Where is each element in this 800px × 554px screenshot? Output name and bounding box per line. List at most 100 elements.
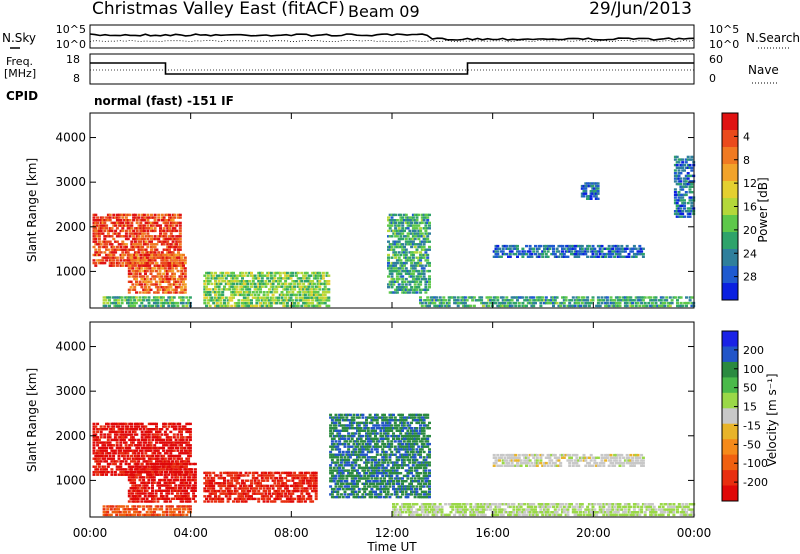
heatmap-cell: [142, 216, 146, 219]
heatmap-cell: [119, 433, 123, 436]
heatmap-cell: [343, 424, 347, 427]
heatmap-cell: [136, 495, 140, 498]
heatmap-cell: [156, 291, 160, 294]
heatmap-cell: [108, 433, 112, 436]
heatmap-cell: [321, 293, 325, 297]
heatmap-cell: [172, 433, 176, 436]
heatmap-cell: [171, 245, 175, 249]
heatmap-cell: [347, 453, 351, 456]
heatmap-cell: [677, 199, 681, 202]
heatmap-cell: [640, 252, 644, 256]
heatmap-cell: [354, 469, 358, 472]
heatmap-cell: [587, 197, 591, 200]
heatmap-cell: [269, 299, 273, 302]
heatmap-cell: [401, 288, 405, 291]
heatmap-cell: [424, 248, 428, 251]
heatmap-cell: [404, 253, 408, 257]
heatmap-cell: [166, 224, 170, 227]
heatmap-cell: [501, 304, 505, 308]
heatmap-cell: [271, 296, 275, 299]
heatmap-cell: [131, 264, 135, 267]
heatmap-cell: [550, 299, 554, 302]
heatmap-cell: [115, 259, 119, 262]
heatmap-cell: [460, 299, 464, 302]
heatmap-cell: [230, 489, 234, 493]
heatmap-cell: [577, 301, 581, 305]
heatmap-cell: [399, 288, 403, 291]
heatmap-cell: [426, 296, 430, 299]
heatmap-cell: [248, 280, 252, 283]
heatmap-cell: [338, 450, 342, 454]
heatmap-cell: [534, 299, 537, 302]
heatmap-cell: [679, 212, 683, 216]
heatmap-cell: [112, 438, 116, 442]
heatmap-cell: [593, 250, 597, 253]
heatmap-cell: [101, 428, 105, 431]
heatmap-cell: [169, 446, 173, 450]
heatmap-cell: [420, 269, 424, 273]
heatmap-cell: [146, 229, 150, 233]
heatmap-cell: [121, 433, 125, 436]
heatmap-cell: [262, 302, 266, 305]
heatmap-cell: [548, 301, 552, 305]
heatmap-cell: [235, 489, 239, 493]
heatmap-cell: [94, 465, 98, 468]
heatmap-cell: [394, 245, 398, 249]
heatmap-cell: [345, 413, 349, 417]
heatmap-cell: [214, 271, 217, 275]
heatmap-cell: [205, 291, 208, 294]
heatmap-cell: [318, 285, 322, 288]
heatmap-cell: [296, 495, 300, 498]
heatmap-cell: [137, 452, 141, 455]
heatmap-cell: [175, 235, 179, 238]
heatmap-cell: [131, 428, 135, 431]
heatmap-cell: [124, 436, 128, 439]
colorbar-swatch: [722, 198, 738, 216]
heatmap-cell: [499, 250, 503, 253]
heatmap-cell: [153, 291, 157, 294]
heatmap-cell: [341, 450, 345, 454]
heatmap-cell: [130, 444, 133, 447]
heatmap-cell: [305, 277, 309, 280]
heatmap-cell: [121, 446, 125, 450]
heatmap-cell: [465, 299, 469, 302]
heatmap-cell: [293, 302, 297, 305]
heatmap-cell: [251, 277, 255, 280]
heatmap-cell: [411, 232, 415, 235]
heatmap-cell: [598, 244, 602, 248]
heatmap-cell: [168, 478, 172, 482]
heatmap-cell: [160, 229, 164, 233]
heatmap-cell: [284, 304, 288, 308]
heatmap-cell: [293, 497, 297, 501]
heatmap-cell: [677, 191, 681, 194]
heatmap-cell: [171, 422, 174, 426]
heatmap-cell: [499, 255, 503, 258]
heatmap-cell: [280, 296, 284, 299]
heatmap-cell: [140, 486, 144, 490]
heatmap-cell: [149, 500, 153, 503]
heatmap-cell: [296, 487, 300, 490]
heatmap-cell: [94, 433, 98, 436]
heatmap-cell: [221, 500, 225, 503]
heatmap-cell: [143, 489, 147, 492]
heatmap-cell: [166, 243, 170, 246]
heatmap-cell: [530, 304, 534, 308]
heatmap-cell: [230, 479, 234, 482]
heatmap-cell: [183, 291, 187, 294]
heatmap-cell: [422, 213, 426, 217]
heatmap-cell: [282, 302, 286, 305]
heatmap-cell: [178, 452, 182, 455]
heatmap-cell: [141, 227, 145, 230]
heatmap-cell: [162, 259, 166, 262]
heatmap-cell: [264, 484, 268, 488]
heatmap-cell: [165, 489, 169, 492]
heatmap-cell: [339, 434, 343, 438]
heatmap-cell: [526, 250, 530, 253]
heatmap-cell: [264, 471, 268, 475]
heatmap-cell: [394, 224, 398, 227]
heatmap-cell: [394, 267, 398, 270]
heatmap-cell: [404, 227, 408, 230]
heatmap-cell: [171, 288, 175, 291]
heatmap-cell: [314, 489, 318, 493]
heatmap-cell: [521, 247, 525, 250]
